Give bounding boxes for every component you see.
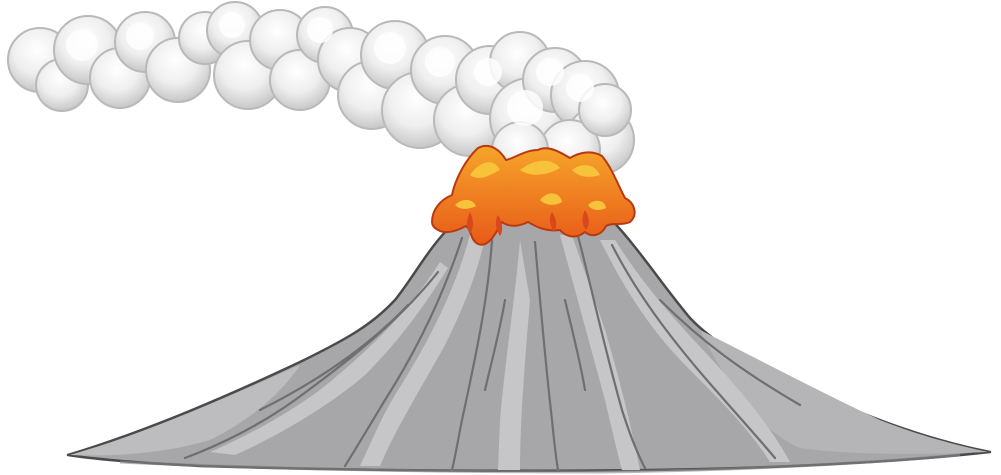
smoke-highlights [66, 12, 594, 126]
lava-highlights [455, 160, 606, 210]
volcano-mountain [66, 216, 992, 474]
lava-crater [431, 144, 636, 246]
rock-crevices [183, 234, 802, 472]
rock-ridges-light [210, 235, 790, 470]
lava-drips [467, 210, 589, 236]
